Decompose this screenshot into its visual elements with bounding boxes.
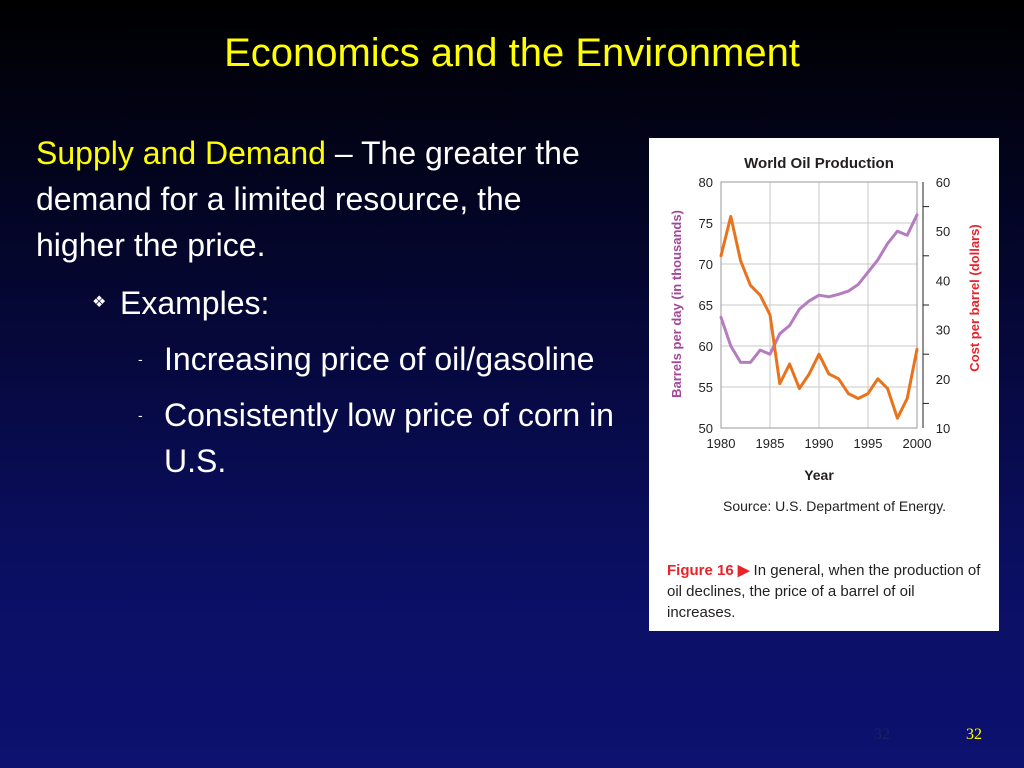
y-tick-left-label: 75 [699, 216, 713, 231]
x-tick-label: 1985 [756, 436, 785, 451]
y-tick-left-label: 50 [699, 421, 713, 436]
lead-highlight: Supply and Demand [36, 135, 326, 171]
figure-caption-text: In general, when the production of oil d… [667, 562, 981, 621]
chart-title: World Oil Production [744, 155, 894, 172]
y-tick-left-label: 65 [699, 298, 713, 313]
figure-caption-label: Figure 16 ▶ [667, 562, 750, 579]
plot-frame [720, 181, 918, 429]
sub-item-oil: - Increasing price of oil/gasoline [36, 336, 616, 382]
y-tick-right-label: 20 [936, 372, 950, 387]
y-tick-left-label: 60 [699, 339, 713, 354]
figure-panel: World Oil Production 50 55 60 65 70 75 80 1980 1… [649, 138, 999, 631]
bullet-examples: ❖ Examples: [36, 280, 616, 326]
figure-source: Source: U.S. Department of Energy. [723, 498, 947, 514]
x-tick-label: 2000 [903, 436, 932, 451]
x-tick-label: 1980 [707, 436, 736, 451]
chart-series [719, 213, 919, 420]
bullet-label: Examples: [120, 285, 270, 321]
slide-number: 32 [966, 726, 982, 743]
y-axis-left-label: Barrels per day (in thousands) [669, 210, 684, 398]
y-tick-left-label: 80 [699, 175, 713, 190]
y-tick-right-label: 10 [936, 421, 950, 436]
slide-body: Supply and Demand – The greater the dema… [36, 130, 616, 484]
y-tick-right-label: 30 [936, 323, 950, 338]
dash-bullet-icon: - [138, 351, 143, 367]
sub-item-corn: - Consistently low price of corn in U.S. [36, 392, 616, 484]
lead-rest: – The greater the demand for a limited r… [36, 135, 580, 263]
y-tick-right-label: 40 [936, 273, 950, 288]
y-tick-right-label: 60 [936, 175, 950, 190]
x-tick-label: 1990 [805, 436, 834, 451]
sub-item-label: Consistently low price of corn in U.S. [164, 397, 614, 479]
dash-bullet-icon: - [138, 407, 143, 423]
series-line-price [719, 214, 919, 420]
x-tick-label: 1995 [854, 436, 883, 451]
diamond-bullet-icon: ❖ [92, 294, 107, 311]
lead-paragraph: Supply and Demand – The greater the dema… [36, 130, 616, 268]
x-axis-label: Year [804, 467, 834, 483]
y-tick-right-label: 50 [936, 224, 950, 239]
figure-caption: Figure 16 ▶ In general, when the product… [667, 560, 987, 623]
y-axis-right-label: Cost per barrel (dollars) [967, 224, 982, 371]
sub-item-label: Increasing price of oil/gasoline [164, 341, 595, 377]
slide-title: Economics and the Environment [224, 31, 800, 75]
chart-axes: 50 55 60 65 70 75 80 1980 1985 1990 1995 2000 10 20 30… [699, 175, 951, 451]
y-tick-left-label: 70 [699, 257, 713, 272]
y-tick-left-label: 55 [699, 380, 713, 395]
series-line-production [719, 213, 919, 364]
oil-production-chart: World Oil Production 50 55 60 65 70 75 80 1980 1… [669, 155, 982, 483]
slide-number-ghost: 32 [874, 726, 890, 743]
